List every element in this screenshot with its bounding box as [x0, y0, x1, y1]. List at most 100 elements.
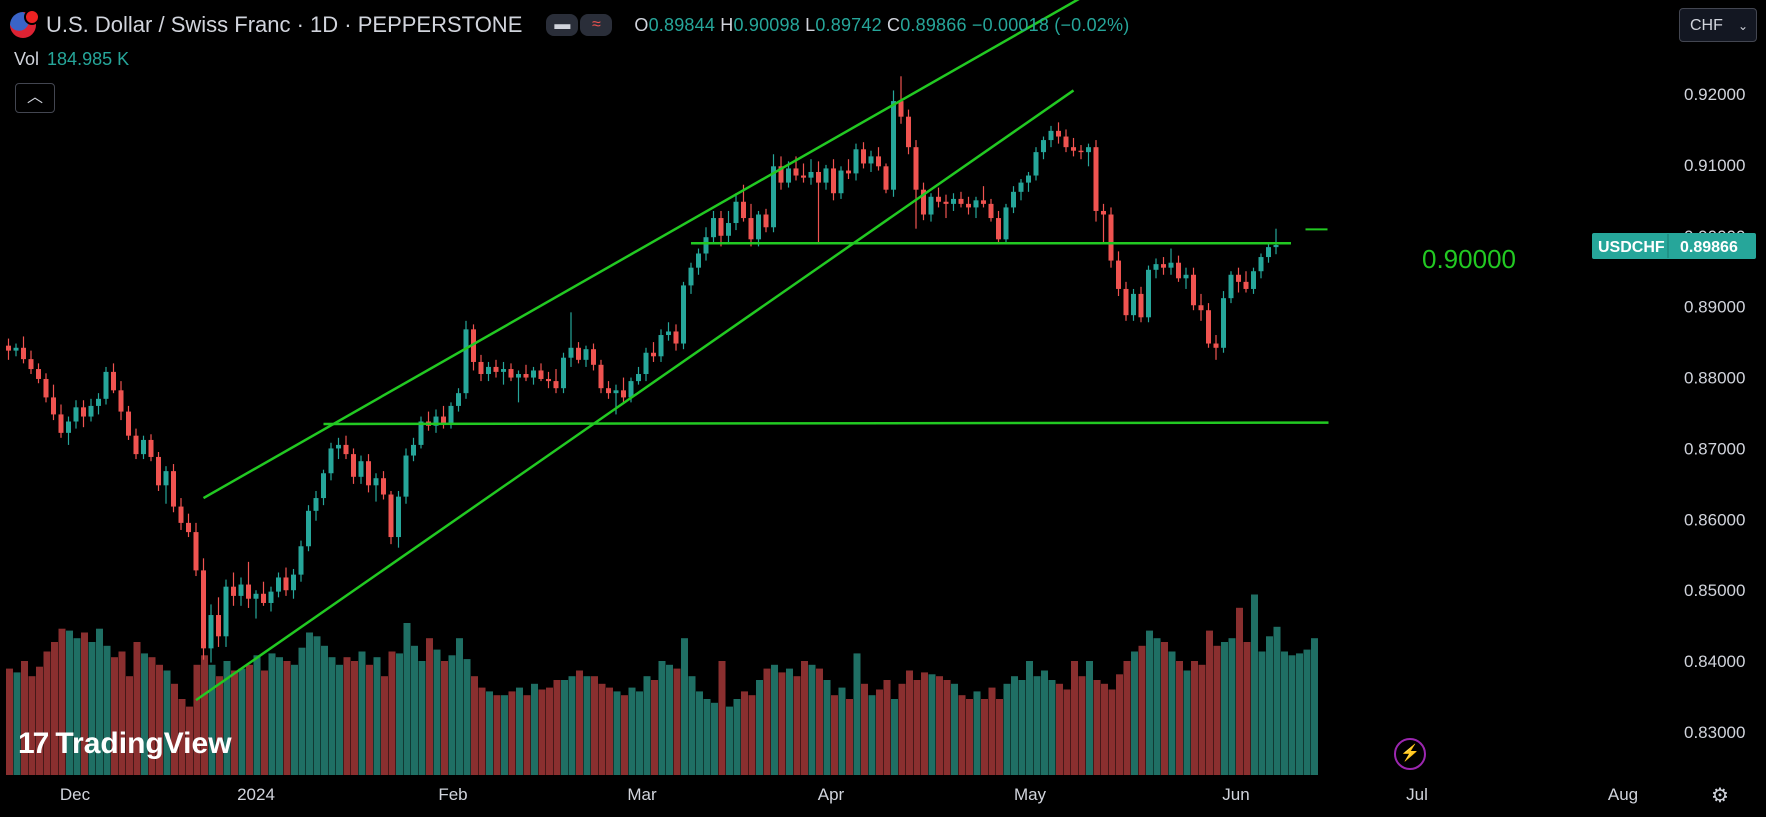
- high-value: 0.90098: [733, 14, 800, 35]
- time-tick-label: Feb: [438, 785, 467, 804]
- volume-bar: [981, 699, 988, 775]
- candle: [1161, 257, 1166, 275]
- candle-body: [763, 214, 769, 228]
- candle-body: [463, 329, 469, 394]
- volume-bar: [531, 683, 538, 775]
- low-value: 0.89742: [815, 14, 882, 35]
- candle-body: [291, 574, 296, 591]
- last-price-value: 0.89866: [1680, 239, 1738, 256]
- candle-body: [456, 393, 461, 406]
- candle-body: [1033, 152, 1039, 176]
- volume-bar: [943, 680, 951, 775]
- candle: [583, 345, 589, 367]
- volume-bar: [561, 680, 568, 775]
- volume-bar: [1048, 680, 1056, 775]
- volume-bar: [1041, 670, 1048, 775]
- line-icon[interactable]: ▬: [546, 14, 579, 36]
- volume-bar: [778, 672, 786, 775]
- candle-body: [193, 532, 199, 571]
- trendline-channel-upper[interactable]: [202, 0, 1149, 500]
- lightning-icon[interactable]: ⚡: [1394, 738, 1426, 770]
- trendline-channel-lower[interactable]: [195, 89, 1075, 702]
- volume-bar: [816, 668, 823, 775]
- collapse-legend-button[interactable]: ︿: [15, 83, 55, 113]
- candle-body: [861, 149, 866, 164]
- candle-body: [51, 397, 56, 415]
- last-price-symbol: USDCHF: [1598, 239, 1665, 256]
- candle-body: [216, 615, 221, 637]
- candle: [1086, 143, 1091, 167]
- candle: [43, 373, 49, 403]
- volume-bar: [553, 680, 561, 775]
- volume-bar: [88, 642, 96, 775]
- volume-bar: [546, 687, 553, 775]
- candle-body: [696, 253, 701, 268]
- candle: [636, 366, 641, 385]
- volume-bar: [598, 683, 606, 775]
- candle: [358, 455, 364, 484]
- currency-selector[interactable]: CHF ⌄: [1679, 8, 1757, 42]
- symbol-title[interactable]: U.S. Dollar / Swiss Franc · 1D · PEPPERS…: [46, 12, 523, 37]
- candle: [726, 210, 731, 243]
- candle-body: [478, 361, 484, 375]
- candle-body: [913, 147, 919, 190]
- volume-bar: [223, 661, 231, 775]
- candle: [1056, 122, 1061, 144]
- candle: [21, 336, 26, 364]
- candle-body: [801, 175, 806, 178]
- candle-body: [313, 498, 319, 511]
- candle-body: [81, 407, 86, 417]
- candle-body: [741, 201, 746, 219]
- candle-body: [66, 421, 71, 433]
- candle: [328, 442, 334, 481]
- candle: [103, 366, 109, 405]
- candle-body: [283, 577, 289, 591]
- candle-body: [103, 371, 109, 399]
- volume-bar: [268, 653, 276, 775]
- candle-body: [966, 203, 971, 208]
- volume-bar: [973, 691, 981, 775]
- volume-bar: [96, 628, 103, 775]
- candle-body: [613, 390, 619, 394]
- candle-body: [261, 593, 266, 603]
- time-tick-label: Aug: [1608, 785, 1638, 804]
- candle: [658, 329, 664, 362]
- volume-bar: [876, 689, 883, 775]
- candle: [1063, 129, 1069, 153]
- candle-body: [531, 370, 536, 378]
- candle: [208, 604, 214, 663]
- candle-body: [111, 371, 116, 391]
- trendline-support-0.8735[interactable]: [323, 421, 1329, 426]
- candle-body: [598, 364, 604, 389]
- candle-body: [1198, 305, 1204, 311]
- volume-bar: [201, 655, 208, 775]
- volume-bar: [193, 664, 201, 775]
- candle-body: [73, 407, 79, 422]
- candle: [1033, 147, 1039, 181]
- volume-bar: [1131, 651, 1138, 775]
- candle: [1078, 145, 1084, 160]
- tradingview-logo[interactable]: 17 TradingView: [18, 727, 232, 761]
- candle-body: [1176, 262, 1181, 279]
- candle: [118, 381, 124, 421]
- candle: [1251, 267, 1256, 294]
- settings-icon[interactable]: ⚙: [1711, 785, 1729, 807]
- candle: [688, 262, 694, 294]
- candle: [1206, 303, 1211, 348]
- candle-body: [1206, 310, 1211, 344]
- candle-body: [1063, 136, 1069, 148]
- candle: [823, 164, 829, 190]
- candle-body: [381, 478, 386, 495]
- volume-bar: [523, 695, 531, 775]
- candle: [576, 342, 581, 364]
- wave-icon[interactable]: ≈: [580, 14, 613, 36]
- close-value: 0.89866: [900, 14, 967, 35]
- candle: [951, 193, 956, 211]
- volume-bar: [441, 661, 448, 775]
- volume-bar: [306, 632, 313, 775]
- candle: [928, 193, 934, 222]
- candle-body: [1191, 274, 1196, 306]
- volume-bar: [103, 645, 111, 775]
- volume-bar: [1273, 626, 1281, 775]
